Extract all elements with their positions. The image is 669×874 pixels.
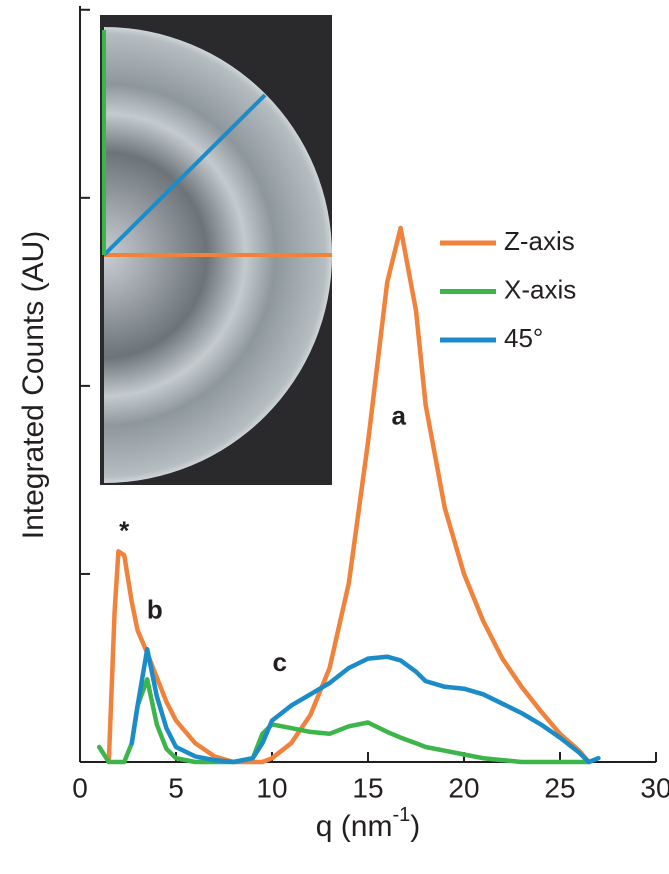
x-axis-label-sup: -1 <box>392 804 410 826</box>
data-line <box>99 679 589 762</box>
x-tick-label: 25 <box>544 772 575 803</box>
legend-label: 45° <box>504 323 543 353</box>
page: Integrated Counts (AU) q (nm-1) 0 5 10 15 20… <box>0 0 669 874</box>
annotation: * <box>119 515 130 545</box>
chart: Integrated Counts (AU) q (nm-1) 0 5 10 15 20… <box>0 0 669 869</box>
x-axis-label-part: ) <box>410 810 420 843</box>
inset-image <box>100 15 332 485</box>
x-tick-label: 0 <box>72 772 88 803</box>
x-axis-label-part: q (nm <box>316 810 393 843</box>
y-axis-label: Integrated Counts (AU) <box>17 231 50 539</box>
annotation: c <box>272 647 286 677</box>
legend-label: Z-axis <box>504 226 575 256</box>
x-tick-label: 15 <box>352 772 383 803</box>
legend-label: X-axis <box>504 274 576 304</box>
x-tick-label: 30 <box>640 772 669 803</box>
x-tick-label: 10 <box>256 772 287 803</box>
annotation: b <box>147 594 163 624</box>
x-tick-label: 20 <box>448 772 479 803</box>
annotation: a <box>391 401 406 431</box>
x-tick-label: 5 <box>168 772 184 803</box>
x-axis-label: q (nm-1) <box>316 804 420 843</box>
